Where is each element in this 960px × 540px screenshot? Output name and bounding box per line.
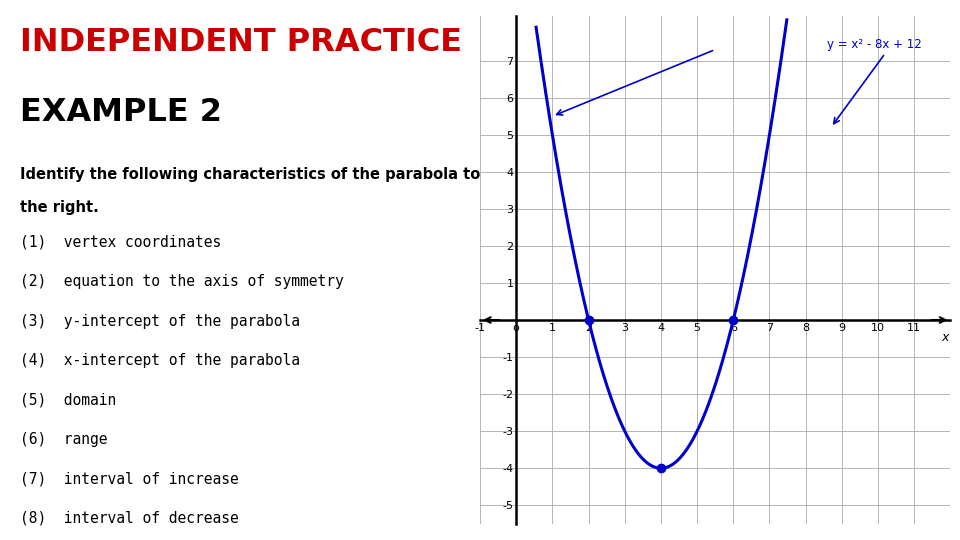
Text: (1)  vertex coordinates: (1) vertex coordinates: [20, 235, 221, 250]
Text: (4)  x-intercept of the parabola: (4) x-intercept of the parabola: [20, 353, 300, 368]
Text: the right.: the right.: [20, 200, 99, 215]
Text: (5)  domain: (5) domain: [20, 393, 116, 408]
Text: y = x² - 8x + 12: y = x² - 8x + 12: [827, 38, 922, 51]
Text: INDEPENDENT PRACTICE: INDEPENDENT PRACTICE: [20, 27, 462, 58]
Text: (7)  interval of increase: (7) interval of increase: [20, 471, 239, 487]
Text: (2)  equation to the axis of symmetry: (2) equation to the axis of symmetry: [20, 274, 344, 289]
Text: (8)  interval of decrease: (8) interval of decrease: [20, 511, 239, 526]
Text: (3)  y-intercept of the parabola: (3) y-intercept of the parabola: [20, 314, 300, 329]
Text: EXAMPLE 2: EXAMPLE 2: [20, 97, 222, 128]
Text: Identify the following characteristics of the parabola to: Identify the following characteristics o…: [20, 167, 480, 183]
Text: (6)  range: (6) range: [20, 432, 108, 447]
Text: x: x: [942, 331, 948, 344]
